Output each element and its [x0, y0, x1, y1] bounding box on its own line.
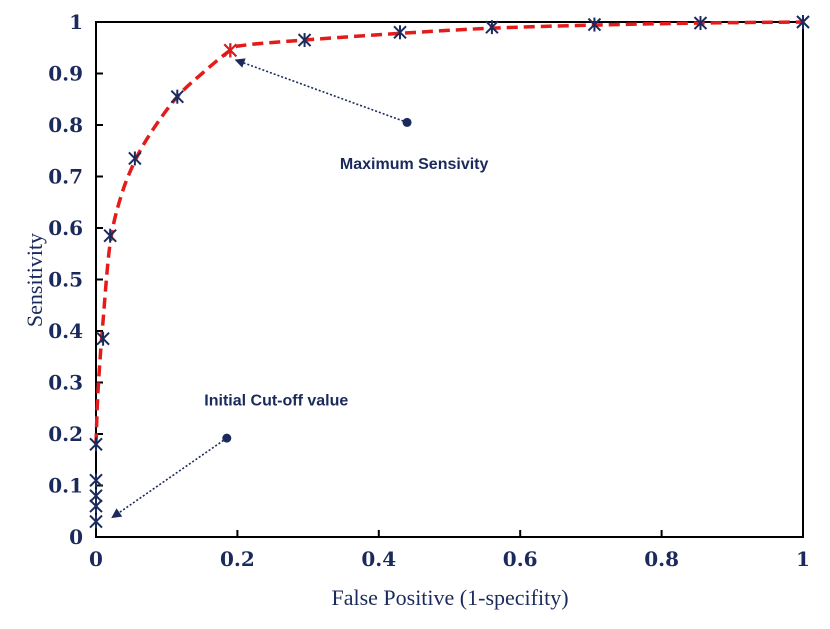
y-tick-label: 0.3 — [48, 371, 83, 395]
y-tick-label: 0.1 — [48, 474, 83, 498]
roc-point — [693, 16, 708, 31]
roc-point — [297, 33, 312, 48]
x-tick-label: 0.6 — [503, 547, 538, 571]
annotation: Initial Cut-off value — [111, 393, 348, 519]
x-tick-label: 0.2 — [220, 547, 255, 571]
roc-curve-line — [94, 20, 804, 445]
roc-point — [587, 17, 602, 32]
annotation-dot — [402, 117, 412, 127]
y-tick-label: 0.8 — [48, 113, 83, 137]
roc-point — [170, 89, 185, 104]
y-tick-label: 0.9 — [48, 62, 83, 86]
roc-point — [103, 228, 117, 243]
roc-point — [89, 514, 103, 529]
roc-point — [796, 15, 810, 29]
max-sensitivity-point — [223, 43, 238, 58]
roc-point — [89, 437, 103, 452]
y-tick-label: 0 — [69, 525, 83, 549]
x-tick-label: 0 — [89, 547, 103, 571]
y-tick-label: 0.7 — [48, 165, 83, 189]
annotation: Maximum Sensivity — [234, 58, 489, 173]
y-tick-label: 1 — [69, 10, 83, 34]
annotation-label: Maximum Sensivity — [340, 156, 489, 173]
roc-point — [89, 488, 103, 503]
roc-point — [89, 473, 103, 488]
plot-area-frame — [95, 21, 804, 538]
roc-point — [485, 20, 499, 35]
x-tick-label: 0.8 — [644, 547, 679, 571]
y-axis-title: Sensitivity — [22, 233, 47, 327]
x-axis-title: False Positive (1-specifity) — [331, 585, 568, 610]
y-tick-label: 0.5 — [48, 268, 83, 292]
annotation-label: Initial Cut-off value — [204, 393, 348, 410]
roc-point — [128, 151, 142, 166]
x-tick-label: 0.4 — [361, 547, 396, 571]
annotation-arrow — [234, 58, 408, 124]
y-tick-label: 0.4 — [48, 319, 83, 343]
roc-point — [96, 331, 110, 346]
annotation-dot — [222, 433, 232, 443]
y-tick-label: 0.2 — [48, 422, 83, 446]
x-tick-label: 1 — [796, 547, 810, 571]
annotation-arrow — [111, 437, 228, 519]
roc-point — [393, 25, 407, 40]
y-tick-label: 0.6 — [48, 216, 83, 240]
